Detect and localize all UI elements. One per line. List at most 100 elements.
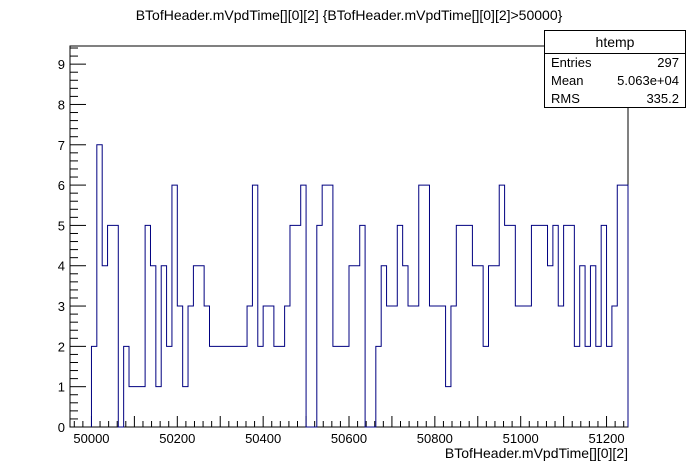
histogram-bin [183,387,188,427]
histogram-bin [408,306,413,427]
histogram-bin [301,185,306,427]
entries-label: Entries [551,55,592,70]
y-tick-label: 6 [58,178,65,193]
histogram-bin [542,225,547,427]
histogram-bin [322,185,327,427]
stats-row-entries: Entries 297 [545,54,685,72]
histogram-bin [338,346,343,427]
x-tick-label: 50200 [159,431,195,446]
histogram-bin [140,387,145,427]
histogram-bin [585,346,590,427]
histogram-bin [548,266,553,427]
histogram-bin [252,185,257,427]
histogram-bin [617,185,622,427]
histogram-bin [210,346,215,427]
histogram-bin [156,387,161,427]
stats-title: htemp [545,31,685,54]
histogram-bin [510,225,515,427]
histogram-bin [558,306,563,427]
histogram-bin [317,225,322,427]
histogram-bin [521,306,526,427]
axis-ticks [70,47,625,428]
histogram-bin [537,225,542,427]
y-tick-label: 9 [58,57,65,72]
x-tick-label: 50000 [73,431,109,446]
histogram-bin [242,346,247,427]
histogram-bin [354,266,359,427]
histogram-bin [413,306,418,427]
histogram-bin [193,266,198,427]
histogram-bin [172,185,177,427]
histogram-bin [499,185,504,427]
histogram-bin [397,225,402,427]
histogram-bin [553,225,558,427]
histogram-bin [569,225,574,427]
histogram-bin [290,225,295,427]
histogram-bin [489,266,494,427]
histogram-bin [531,225,536,427]
histogram-bin [596,346,601,427]
histogram-bin [258,346,263,427]
histogram-bin [204,306,209,427]
x-tick-label: 50800 [417,431,453,446]
histogram-bin [177,306,182,427]
x-tick-label: 51000 [503,431,539,446]
histogram-bin [150,266,155,427]
histogram-bin [360,225,365,427]
histogram-bin [515,306,520,427]
histogram-bin [220,346,225,427]
histogram-bin [285,306,290,427]
histogram-bin [129,387,134,427]
histogram-bin [429,306,434,427]
histogram-bin [467,225,472,427]
histogram-bin [167,346,172,427]
histogram-bin [574,346,579,427]
histogram-bin [419,185,424,427]
histogram-bin [564,225,569,427]
rms-value: 335.2 [646,91,679,106]
histogram-bin [472,266,477,427]
x-axis-label: BTofHeader.mVpdTime[][0][2] [445,445,628,461]
histogram-bin [279,346,284,427]
histogram-bin [612,306,617,427]
histogram-bin [91,346,96,427]
histogram-bin [623,185,628,427]
histogram-bin [494,266,499,427]
y-tick-labels: 0 1 2 3 4 5 6 7 8 9 [58,57,65,435]
histogram-bin [295,225,300,427]
histogram-bin [263,306,268,427]
histogram-bin [440,306,445,427]
histogram-bin [601,225,606,427]
stats-row-mean: Mean 5.063e+04 [545,72,685,90]
y-tick-label: 8 [58,97,65,112]
histogram-bin [269,306,274,427]
histogram-bin [102,266,107,427]
histogram-bin [349,266,354,427]
entries-value: 297 [657,55,679,70]
histogram-bin [462,225,467,427]
histogram-bin [231,346,236,427]
x-tick-label: 51200 [588,431,624,446]
histogram-bin [161,266,166,427]
histogram-bin [199,266,204,427]
histogram-bin [478,266,483,427]
histogram-bin [333,346,338,427]
histogram-bin [145,225,150,427]
y-tick-label: 0 [58,420,65,435]
y-tick-label: 5 [58,218,65,233]
histogram-bin [344,346,349,427]
histogram-bin [435,306,440,427]
histogram-bin [526,306,531,427]
y-tick-label: 2 [58,339,65,354]
histogram-bin [456,225,461,427]
histogram-bin [247,306,252,427]
histogram-bin [124,346,129,427]
stats-row-rms: RMS 335.2 [545,90,685,108]
y-tick-label: 3 [58,299,65,314]
histogram-bin [381,266,386,427]
y-tick-label: 1 [58,380,65,395]
histogram-bin [376,346,381,427]
mean-value: 5.063e+04 [617,73,679,88]
histogram-bin [134,387,139,427]
